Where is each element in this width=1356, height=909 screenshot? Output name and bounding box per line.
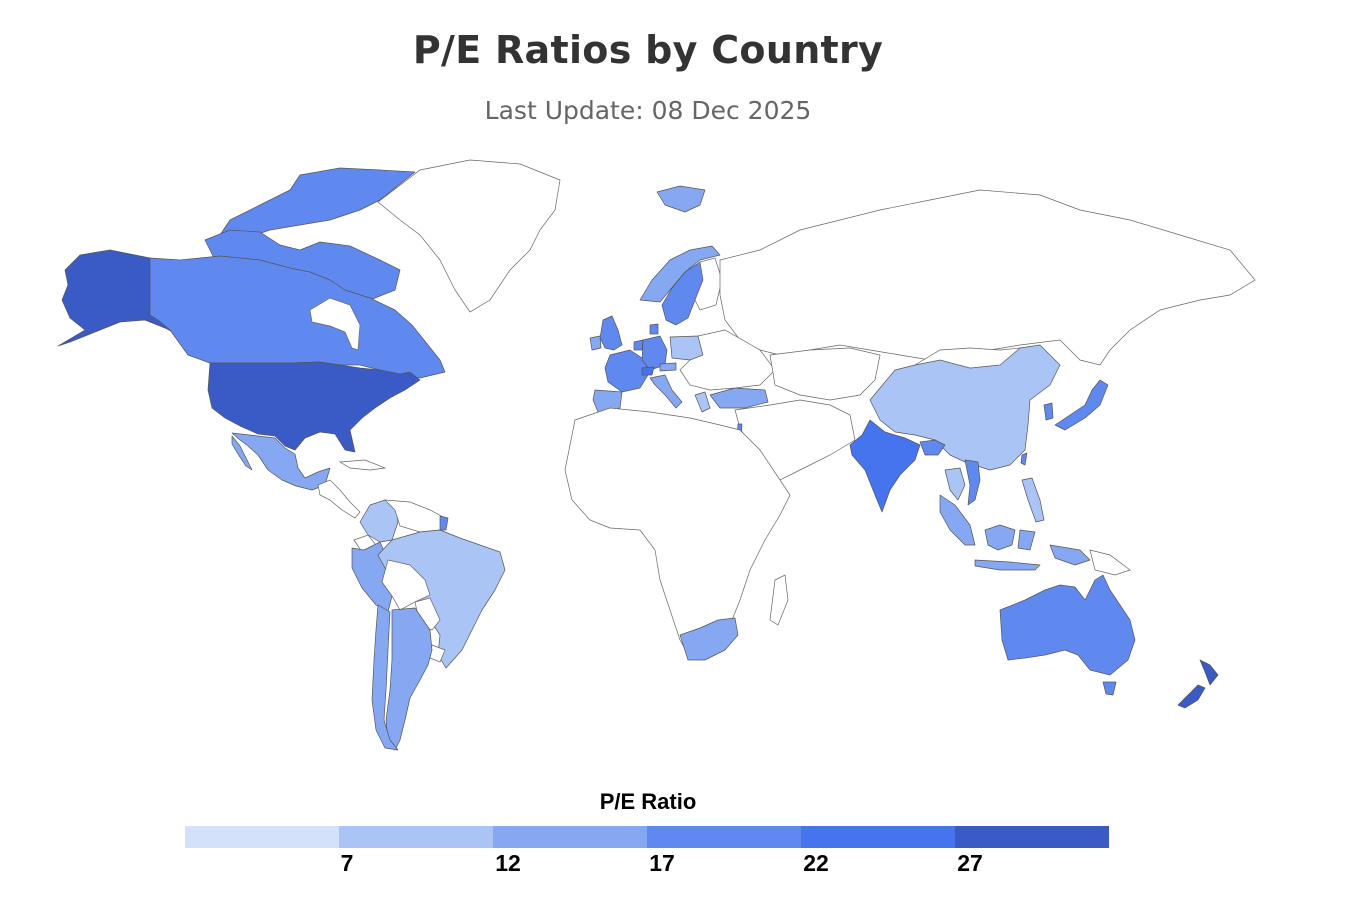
legend-bin-5 — [801, 826, 955, 848]
netherlands[interactable] — [633, 339, 644, 351]
malaysia-borneo[interactable] — [984, 524, 1016, 551]
tasmania[interactable] — [1102, 681, 1117, 696]
chile[interactable] — [371, 604, 399, 751]
indonesia[interactable] — [939, 494, 1091, 571]
denmark[interactable] — [649, 323, 659, 335]
thailand[interactable] — [944, 467, 966, 501]
taiwan[interactable] — [1020, 452, 1028, 466]
mexico[interactable] — [231, 432, 331, 491]
italy[interactable] — [649, 374, 683, 409]
new-zealand-north[interactable] — [1199, 659, 1219, 686]
canada-arctic[interactable] — [219, 167, 416, 241]
legend-bin-6 — [955, 826, 1109, 848]
usa[interactable] — [207, 361, 421, 453]
vietnam[interactable] — [964, 459, 981, 506]
legend-bin-4 — [647, 826, 801, 848]
central-asia[interactable] — [769, 347, 881, 401]
legend-ticks: 7 12 17 22 27 — [185, 850, 1109, 880]
legend-tick: 7 — [340, 850, 354, 876]
austria[interactable] — [659, 362, 677, 372]
philippines[interactable] — [1021, 477, 1045, 523]
poland[interactable] — [669, 335, 704, 361]
central-america[interactable] — [317, 479, 361, 519]
mongolia[interactable] — [914, 347, 1022, 369]
world-map — [0, 150, 1356, 760]
new-zealand-south[interactable] — [1177, 684, 1206, 709]
last-update-subtitle: Last Update: 08 Dec 2025 — [484, 96, 812, 125]
iceland[interactable] — [656, 185, 706, 213]
switzerland[interactable] — [641, 366, 655, 376]
bangladesh-bhutan[interactable] — [919, 439, 946, 456]
russia[interactable] — [719, 189, 1256, 366]
japan[interactable] — [1054, 379, 1109, 431]
color-scale-legend — [185, 826, 1109, 848]
south-korea[interactable] — [1043, 402, 1054, 421]
papua-new-guinea[interactable] — [1089, 549, 1131, 576]
legend-tick: 17 — [649, 850, 675, 876]
legend-tick: 22 — [803, 850, 829, 876]
ireland[interactable] — [589, 335, 602, 351]
india[interactable] — [849, 419, 921, 513]
norway[interactable] — [639, 245, 721, 303]
suriname[interactable] — [439, 515, 449, 531]
greenland[interactable] — [377, 159, 561, 313]
eastern-europe[interactable] — [679, 329, 776, 391]
argentina[interactable] — [385, 607, 433, 751]
south-africa[interactable] — [679, 617, 739, 661]
hudson-bay — [309, 297, 361, 351]
legend-tick: 12 — [495, 850, 521, 876]
legend-title: P/E Ratio — [599, 789, 697, 814]
legend-tick: 27 — [957, 850, 983, 876]
canada[interactable] — [149, 255, 446, 379]
madagascar[interactable] — [769, 574, 789, 626]
australia[interactable] — [999, 574, 1136, 676]
africa[interactable] — [564, 407, 791, 659]
turkey[interactable] — [709, 387, 769, 409]
cuba[interactable] — [338, 459, 387, 471]
chart-title: P/E Ratios by Country — [412, 28, 884, 72]
france[interactable] — [604, 349, 649, 393]
uk[interactable] — [599, 315, 623, 351]
baja-california[interactable] — [231, 435, 253, 471]
legend-bin-3 — [493, 826, 647, 848]
legend-bin-1 — [185, 826, 339, 848]
legend-bin-2 — [339, 826, 493, 848]
finland[interactable] — [694, 257, 723, 311]
greece[interactable] — [694, 391, 711, 413]
